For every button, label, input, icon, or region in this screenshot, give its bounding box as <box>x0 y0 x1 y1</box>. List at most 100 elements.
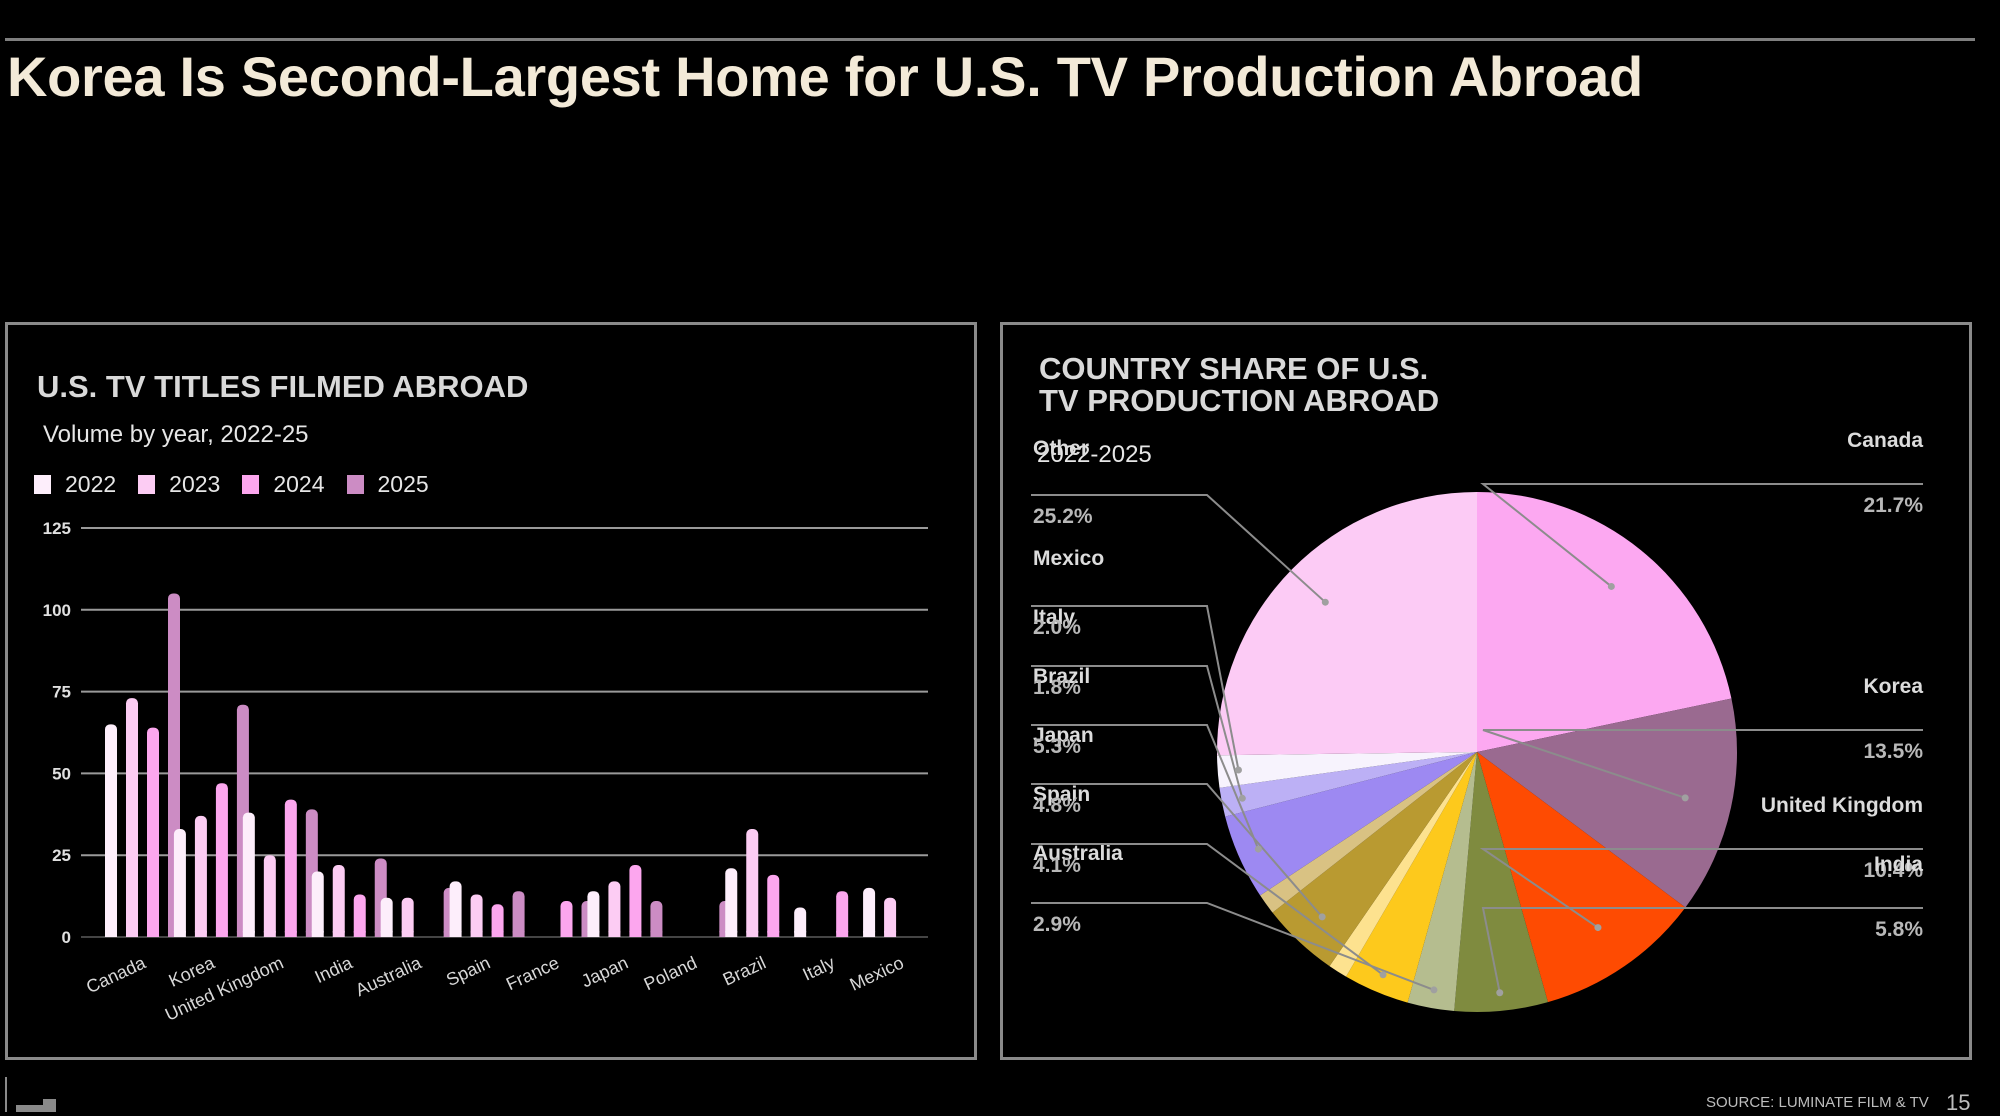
leader-dot <box>1430 986 1438 994</box>
bar-italy-2024 <box>836 891 849 937</box>
footer-divider <box>5 1077 7 1112</box>
bar-australia-2022 <box>380 897 393 937</box>
leader-dot <box>1681 794 1689 802</box>
leader-line <box>1481 907 1923 993</box>
bar-base <box>629 931 642 937</box>
pie-label-name: United Kingdom <box>1761 794 1923 817</box>
pie-label-canada: Canada 21.7% <box>1480 429 1923 590</box>
pie-label-value: 13.5% <box>1863 740 1923 763</box>
pie-label-value: 25.2% <box>1033 505 1093 528</box>
x-tick-label: Italy <box>799 952 837 984</box>
legend-item-2025: 2025 <box>346 471 429 498</box>
bar-india-2024 <box>353 894 366 937</box>
bar-japan-2022 <box>587 891 600 937</box>
pie-label-name: Korea <box>1863 675 1923 698</box>
legend-swatch <box>242 475 260 494</box>
pie-label-value: 2.0% <box>1033 616 1081 639</box>
x-tick-label: United Kingdom <box>162 952 287 1024</box>
bar-base <box>884 931 897 937</box>
pie-label-name: Other <box>1033 437 1089 460</box>
leader-line <box>1031 902 1435 991</box>
pie-label-name: India <box>1874 853 1923 876</box>
bar-united-kingdom-2022 <box>242 812 255 937</box>
x-tick-label: Poland <box>641 952 700 994</box>
pie-label-value: 5.3% <box>1033 735 1081 758</box>
legend-label: 2022 <box>65 471 117 497</box>
bar-base <box>470 931 483 937</box>
bar-spain-2022 <box>449 881 462 937</box>
pie-label-australia: Australia 2.9% <box>1031 842 1438 994</box>
pie-label-india: India 5.8% <box>1481 853 1923 997</box>
pie-slice-other <box>1217 492 1477 756</box>
pie-label-value: 21.7% <box>1863 494 1923 517</box>
pie-label-value: 2.9% <box>1033 913 1081 936</box>
x-tick-label: Canada <box>83 952 149 997</box>
pie-label-name: Japan <box>1033 724 1094 747</box>
bar-base <box>242 931 255 937</box>
bar-base <box>332 931 345 937</box>
pie-label-name: Spain <box>1033 783 1090 806</box>
legend-label: 2024 <box>273 471 325 497</box>
bar-base <box>794 931 807 937</box>
bar-japan-2025 <box>650 901 663 937</box>
leader-dot <box>1496 989 1504 997</box>
x-tick-label: Mexico <box>847 952 907 994</box>
leader-line <box>1031 843 1384 976</box>
legend-label: 2023 <box>169 471 221 497</box>
leader-line <box>1031 783 1323 918</box>
pie-slice-japan <box>1272 752 1477 967</box>
pie-slice-mexico <box>1217 752 1477 788</box>
pie-chart-title-line2: TV PRODUCTION ABROAD <box>1039 383 1440 418</box>
leader-dot <box>1318 913 1326 921</box>
page-number: 15 <box>1946 1090 1971 1115</box>
y-tick-label: 125 <box>43 519 71 538</box>
bar-chart-subtitle: Volume by year, 2022-25 <box>43 421 309 448</box>
leader-line <box>1479 848 1923 929</box>
legend-swatch <box>138 475 156 494</box>
bar-spain-2023 <box>470 894 483 937</box>
bar-brazil-2022 <box>725 868 738 937</box>
pie-label-name: Australia <box>1033 842 1123 865</box>
slide-title: Korea Is Second-Largest Home for U.S. TV… <box>7 45 1643 108</box>
bar-base <box>105 931 117 937</box>
pie-slice-italy <box>1219 752 1477 817</box>
bar-france-2024 <box>560 901 573 937</box>
bar-australia-2023 <box>401 897 414 937</box>
legend-swatch <box>346 475 364 494</box>
bar-base <box>353 931 366 937</box>
pie-label-value: 4.1% <box>1033 854 1081 877</box>
pie-label-value: 5.8% <box>1875 918 1923 941</box>
bar-base <box>311 931 324 937</box>
pie-label-other: Other 25.2% <box>1031 437 1329 606</box>
y-tick-label: 0 <box>62 928 71 947</box>
x-tick-label: Brazil <box>720 952 769 989</box>
bar-base <box>380 931 393 937</box>
bar-base <box>836 931 849 937</box>
bar-mexico-2022 <box>863 887 876 937</box>
leader-dot <box>1321 598 1329 606</box>
pie-slice-canada <box>1477 492 1732 752</box>
leader-dot <box>1594 924 1602 932</box>
bar-india-2022 <box>311 871 324 937</box>
pie-label-brazil: Brazil 5.3% <box>1031 665 1262 853</box>
bar-chart-panel: U.S. TV TITLES FILMED ABROAD Volume by y… <box>5 322 977 1060</box>
x-tick-label: India <box>312 952 357 987</box>
bar-united-kingdom-2024 <box>284 799 297 937</box>
bar-base <box>263 931 276 937</box>
bar-chart-title: U.S. TV TITLES FILMED ABROAD <box>37 369 529 404</box>
bar-japan-2023 <box>608 881 621 937</box>
x-tick-label: Australia <box>352 952 425 1000</box>
pie-slice-brazil <box>1225 752 1477 896</box>
bar-base <box>449 931 462 937</box>
bar-korea-2022 <box>173 829 186 937</box>
pie-chart-panel: COUNTRY SHARE OF U.S. TV PRODUCTION ABRO… <box>1000 322 1972 1060</box>
bar-base <box>173 931 186 937</box>
pie-label-italy: Italy 1.8% <box>1031 606 1246 802</box>
bar-spain-2024 <box>491 904 504 937</box>
bar-base <box>863 931 876 937</box>
bar-base <box>215 931 228 937</box>
pie-slice-unlabeled <box>1329 752 1477 977</box>
pie-label-mexico: Mexico 2.0% <box>1031 547 1242 774</box>
leader-line <box>1480 483 1923 588</box>
bar-canada-2022 <box>105 724 117 937</box>
